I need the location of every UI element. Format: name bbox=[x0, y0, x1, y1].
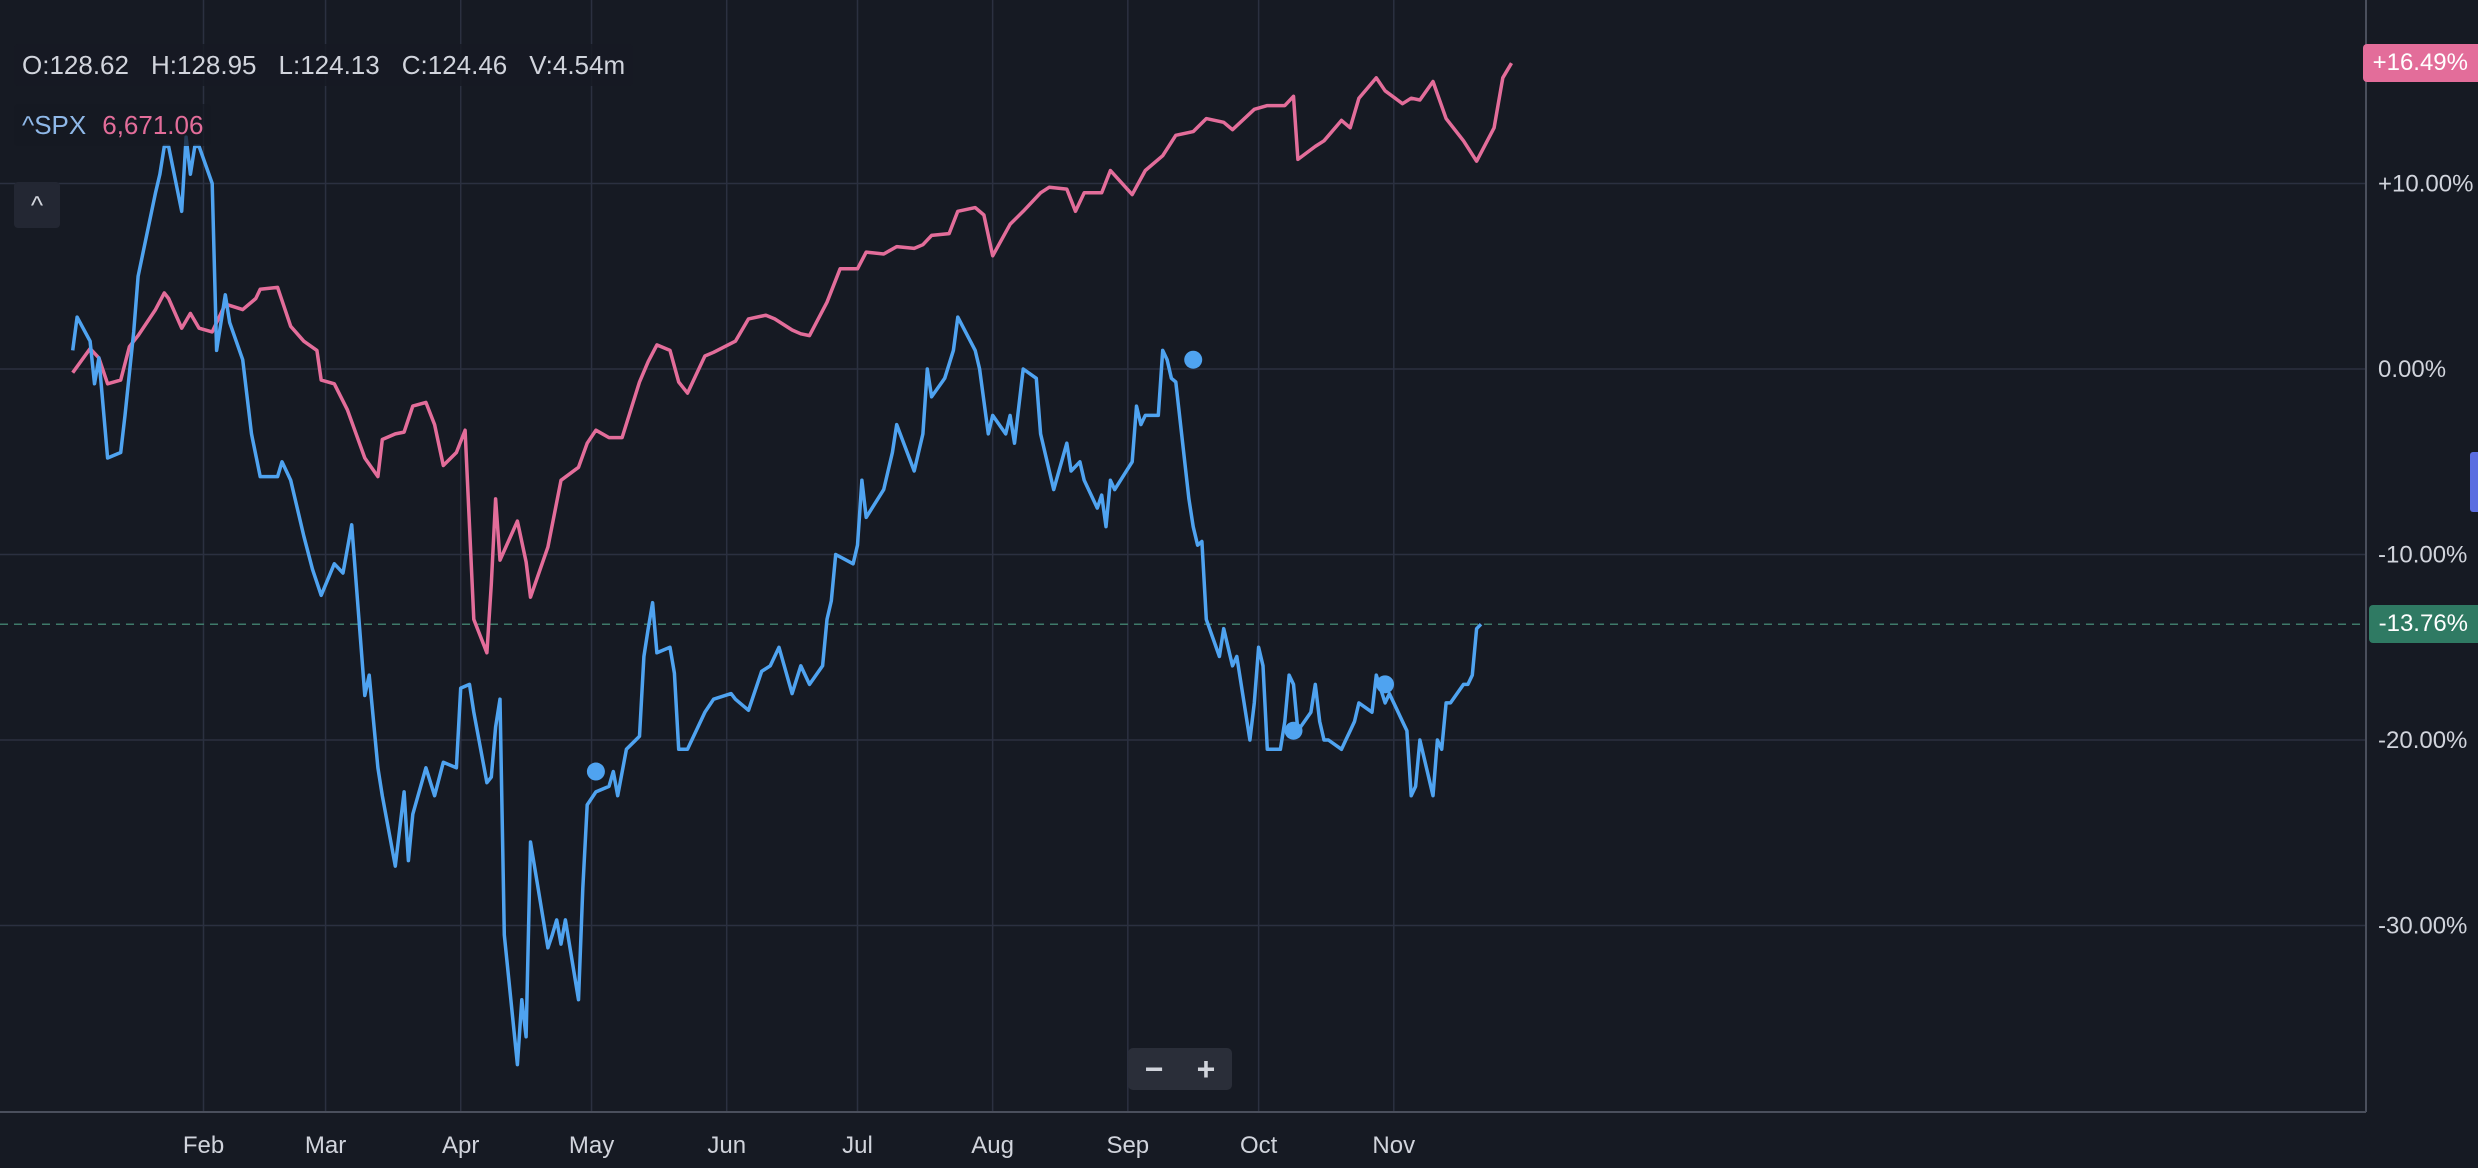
close-value: C:124.46 bbox=[401, 49, 508, 80]
x-tick-label: Mar bbox=[305, 1132, 346, 1159]
x-tick-label: Feb bbox=[183, 1132, 224, 1159]
side-panel-tab[interactable] bbox=[2470, 452, 2478, 512]
y-tick-label: 0.00% bbox=[2378, 356, 2446, 383]
x-tick-label: May bbox=[569, 1132, 614, 1159]
event-marker[interactable] bbox=[586, 762, 605, 781]
series-lines bbox=[70, 62, 1514, 1067]
grid-lines bbox=[0, 0, 2367, 1113]
y-tick-label: -30.00% bbox=[2378, 913, 2467, 940]
zoom-out-button[interactable]: − bbox=[1144, 1050, 1164, 1087]
x-tick-label: Aug bbox=[971, 1132, 1014, 1159]
x-axis: Feb Mar Apr May Jun Jul Aug Sep Oct Nov bbox=[183, 1132, 1415, 1159]
x-tick-label: Jul bbox=[842, 1132, 873, 1159]
event-marker[interactable] bbox=[1284, 721, 1303, 740]
low-value: L:124.13 bbox=[278, 49, 380, 80]
zoom-in-button[interactable]: + bbox=[1196, 1050, 1216, 1087]
event-markers[interactable] bbox=[586, 350, 1395, 781]
x-tick-label: Oct bbox=[1240, 1132, 1278, 1159]
x-tick-label: Nov bbox=[1372, 1132, 1415, 1159]
y-tick-label: -20.00% bbox=[2378, 727, 2467, 754]
main-last-value-badge: -13.76% bbox=[2368, 605, 2478, 644]
zoom-controls: − + bbox=[1128, 1048, 1232, 1090]
main-series-line bbox=[70, 135, 1483, 1067]
chevron-up-icon: ^ bbox=[30, 189, 44, 220]
y-tick-label: -10.00% bbox=[2378, 542, 2467, 569]
volume-value: V:4.54m bbox=[529, 49, 626, 80]
x-tick-label: Apr bbox=[442, 1132, 479, 1159]
legend-symbol[interactable]: ^SPX bbox=[22, 109, 87, 140]
x-tick-label: Jun bbox=[707, 1132, 746, 1159]
ohlc-readout: O:128.62 H:128.95 L:124.13 C:124.46 V:4.… bbox=[14, 44, 634, 86]
spx-series-line bbox=[71, 62, 1514, 655]
comparison-legend[interactable]: ^SPX 6,671.06 bbox=[14, 104, 212, 146]
collapse-legend-button[interactable]: ^ bbox=[14, 182, 60, 228]
high-value: H:128.95 bbox=[150, 49, 257, 80]
legend-value: 6,671.06 bbox=[102, 109, 204, 140]
event-marker[interactable] bbox=[1184, 350, 1203, 369]
x-tick-label: Sep bbox=[1106, 1132, 1149, 1159]
event-marker[interactable] bbox=[1376, 675, 1395, 694]
y-tick-label: +10.00% bbox=[2378, 171, 2473, 198]
y-axis: +10.00% 0.00% -10.00% -20.00% -30.00% bbox=[2378, 171, 2473, 940]
spx-last-value-badge: +16.49% bbox=[2362, 44, 2478, 83]
open-value: O:128.62 bbox=[22, 49, 129, 80]
